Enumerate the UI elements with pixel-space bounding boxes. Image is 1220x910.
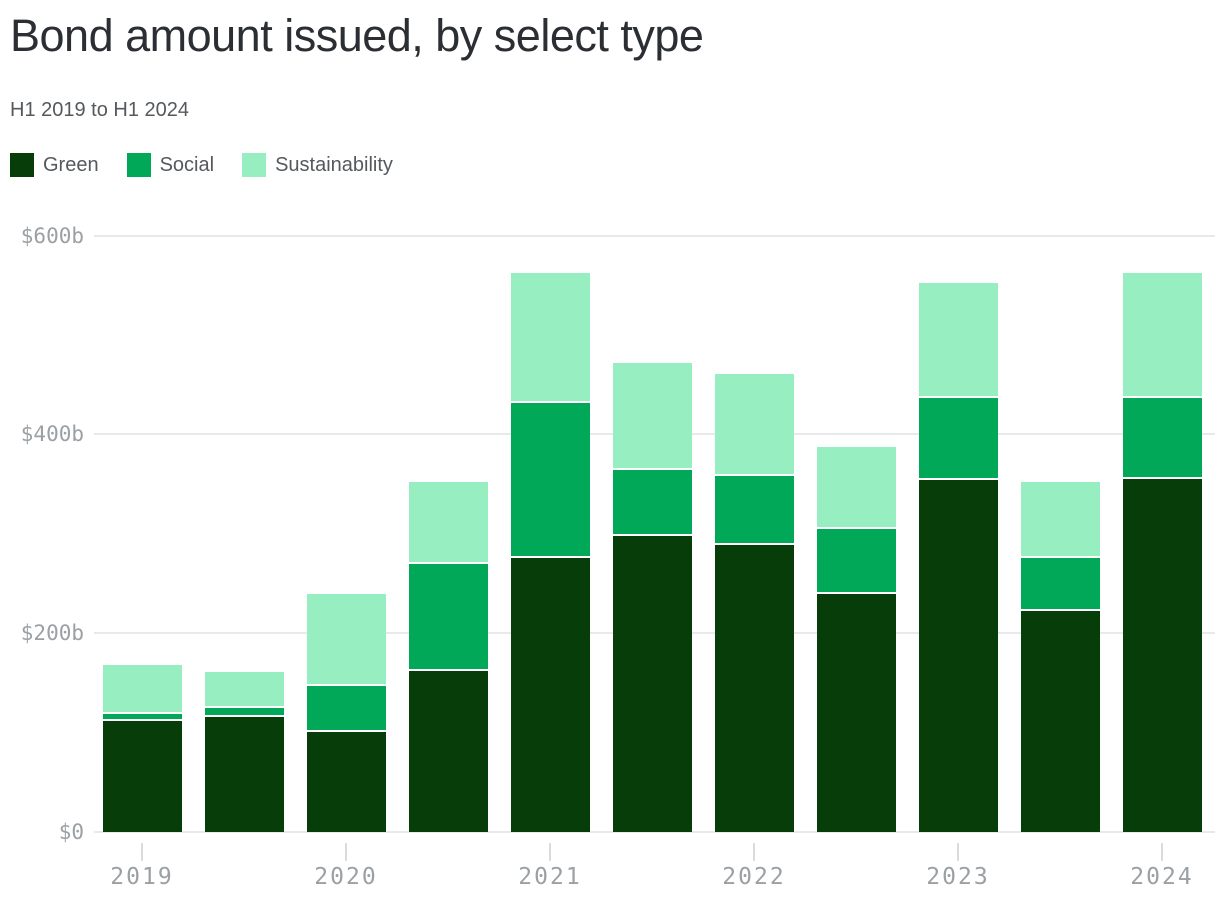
bar-segment-social-h2-2021 [612, 470, 692, 536]
legend-item-green: Green [10, 153, 99, 177]
y-tick-label: $0 [58, 820, 84, 844]
x-tick-label: 2023 [926, 864, 990, 890]
x-tick [549, 843, 551, 861]
bar-segment-sustainability-h2-2019 [204, 671, 284, 708]
y-gridline-600 [94, 234, 1215, 237]
bar-segment-green-h2-2023 [1020, 611, 1100, 832]
bar-segment-social-h2-2023 [1020, 557, 1100, 612]
bar-segment-sustainability-h2-2020 [408, 482, 488, 564]
bar-segment-sustainability-h1-2021 [510, 273, 590, 403]
x-tick [345, 843, 347, 861]
legend-label: Sustainability [275, 153, 393, 176]
bar-segment-green-h1-2021 [510, 557, 590, 832]
chart-title: Bond amount issued, by select type [10, 10, 704, 61]
bar-segment-green-h2-2021 [612, 535, 692, 832]
bar-segment-green-h1-2023 [918, 480, 998, 832]
x-tick-label: 2022 [722, 864, 786, 890]
bar-segment-green-h2-2020 [408, 670, 488, 832]
bar-segment-green-h1-2019 [102, 720, 182, 832]
bar-segment-social-h1-2020 [306, 685, 386, 732]
x-tick-label: 2024 [1130, 864, 1194, 890]
bar-segment-green-h1-2022 [714, 544, 794, 832]
x-tick-label: 2019 [110, 864, 174, 890]
bar-segment-social-h2-2020 [408, 563, 488, 671]
chart-legend: Green Social Sustainability [10, 153, 393, 177]
bar-segment-social-h1-2022 [714, 476, 794, 545]
legend-swatch-social-icon [126, 153, 151, 177]
bar-segment-green-h2-2022 [816, 594, 896, 832]
legend-item-social: Social [126, 153, 215, 177]
bar-segment-sustainability-h1-2019 [102, 665, 182, 714]
bar-segment-social-h1-2024 [1122, 397, 1202, 480]
x-tick-label: 2020 [314, 864, 378, 890]
y-tick-label: $600b [20, 223, 84, 248]
bar-segment-green-h1-2024 [1122, 479, 1202, 832]
x-tick [141, 843, 143, 861]
y-tick-label: $400b [20, 422, 84, 447]
x-tick-label: 2021 [518, 864, 582, 890]
legend-item-sustainability: Sustainability [242, 153, 393, 177]
chart-subtitle: H1 2019 to H1 2024 [10, 99, 190, 121]
bar-segment-sustainability-h1-2022 [714, 373, 794, 477]
bar-segment-social-h2-2022 [816, 528, 896, 595]
y-gridline-0 [94, 831, 1215, 833]
bar-segment-sustainability-h2-2023 [1020, 482, 1100, 558]
legend-swatch-green-icon [10, 153, 34, 177]
bar-segment-sustainability-h2-2022 [816, 447, 896, 529]
bar-segment-social-h2-2019 [204, 707, 284, 717]
bar-segment-social-h1-2021 [510, 402, 590, 558]
x-tick [1161, 843, 1163, 861]
bar-segment-sustainability-h1-2020 [306, 594, 386, 686]
legend-swatch-sustainability-icon [242, 153, 267, 177]
bar-segment-sustainability-h1-2024 [1122, 273, 1202, 398]
bar-segment-green-h2-2019 [204, 716, 284, 832]
bar-segment-social-h1-2023 [918, 397, 998, 481]
legend-label: Green [43, 153, 99, 176]
bar-segment-green-h1-2020 [306, 731, 386, 832]
bar-segment-social-h1-2019 [102, 713, 182, 721]
legend-label: Social [159, 153, 215, 176]
bar-segment-sustainability-h1-2023 [918, 283, 998, 398]
y-tick-label: $200b [20, 621, 84, 646]
x-tick [957, 843, 959, 861]
x-tick [753, 843, 755, 861]
bar-segment-sustainability-h2-2021 [612, 362, 692, 471]
